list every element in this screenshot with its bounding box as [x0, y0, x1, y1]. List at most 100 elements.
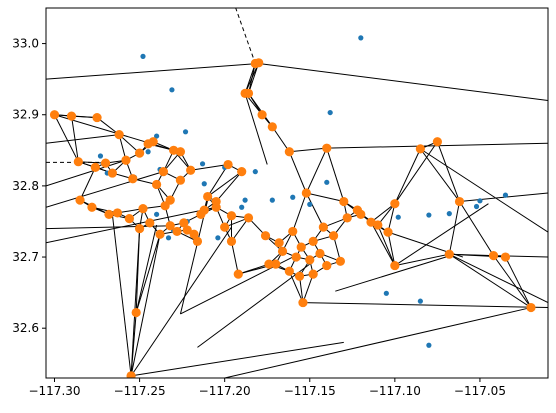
voronoi-vertex — [192, 236, 203, 246]
voronoi-vertex — [223, 159, 233, 170]
voronoi-edge — [230, 241, 239, 275]
input-point — [269, 197, 275, 203]
input-point — [290, 194, 296, 200]
voronoi-vertex — [390, 199, 400, 209]
voronoi-edge — [46, 159, 127, 187]
voronoi-vertex — [158, 167, 169, 177]
voronoi-edge — [419, 148, 460, 202]
voronoi-vertex — [240, 88, 250, 98]
voronoi-vertex — [284, 147, 294, 157]
voronoi-vertex — [134, 223, 145, 234]
voronoi-vertex — [134, 148, 145, 158]
voronoi-vertex — [211, 202, 221, 212]
voronoi-edge — [370, 203, 396, 223]
voronoi-vertex — [114, 130, 124, 140]
voronoi-vertex — [226, 236, 237, 246]
voronoi-vertex — [243, 213, 254, 223]
voronoi-edge — [436, 141, 460, 202]
voronoi-vertex — [257, 110, 267, 120]
input-point — [215, 235, 221, 241]
voronoi-vertex — [260, 231, 271, 241]
voronoi-vertex — [322, 143, 332, 153]
x-axis: −117.30 −117.25 −117.20 −117.15 −117.10 −117.… — [28, 378, 506, 398]
voronoi-vertex — [189, 229, 199, 239]
voronoi-edge — [130, 228, 141, 376]
voronoi-vertex — [488, 251, 499, 261]
voronoi-vertex — [182, 225, 192, 235]
y-tick-label: 33.0 — [12, 37, 39, 51]
input-point — [165, 235, 172, 241]
voronoi-vertex — [444, 249, 454, 259]
voronoi-edge — [46, 134, 120, 144]
input-point — [199, 161, 206, 167]
voronoi-edge — [394, 141, 438, 204]
voronoi-vertex — [339, 196, 349, 207]
voronoi-edge — [179, 199, 209, 315]
voronoi-edge — [394, 148, 421, 204]
voronoi-edge — [197, 263, 311, 348]
voronoi-edge — [79, 167, 96, 201]
voronoi-edge — [302, 302, 548, 309]
x-tick-label: −117.10 — [369, 384, 421, 398]
voronoi-vertex — [274, 238, 284, 248]
voronoi-edge — [288, 271, 304, 303]
voronoi-edge — [493, 255, 532, 308]
input-point — [145, 149, 151, 155]
voronoi-vertex — [175, 175, 186, 185]
voronoi-vertex — [356, 209, 366, 219]
x-tick-label: −117.15 — [284, 384, 336, 398]
y-tick-label: 32.7 — [12, 250, 39, 264]
voronoi-vertex — [121, 155, 131, 165]
voronoi-vertex — [318, 222, 328, 232]
voronoi-vertex — [160, 201, 170, 211]
input-point — [502, 192, 509, 198]
voronoi-edge — [459, 192, 548, 203]
voronoi-vertex — [335, 256, 345, 266]
voronoi-vertex — [328, 231, 339, 241]
voronoi-edge — [292, 192, 307, 232]
voronoi-vertex — [165, 221, 175, 231]
voronoi-vertex — [112, 208, 123, 218]
voronoi-edge — [335, 256, 447, 292]
input-point — [140, 53, 146, 59]
voronoi-vertex — [199, 205, 209, 215]
input-point — [426, 212, 432, 218]
voronoi-edge — [46, 63, 259, 80]
input-point — [473, 203, 480, 210]
voronoi-vertex — [226, 211, 237, 221]
input-point — [358, 35, 364, 41]
voronoi-vertex — [175, 147, 186, 157]
voronoi-edge — [387, 232, 396, 266]
voronoi-vertex — [155, 229, 165, 239]
voronoi-edge — [224, 307, 532, 378]
voronoi-vertex — [277, 246, 288, 256]
voronoi-edge — [135, 224, 158, 313]
voronoi-vertex — [526, 302, 536, 313]
input-point — [307, 201, 313, 207]
input-point — [201, 181, 207, 187]
voronoi-vertex — [145, 218, 155, 228]
y-tick-label: 32.9 — [12, 108, 39, 122]
input-point — [154, 211, 160, 217]
voronoi-vertex — [148, 137, 158, 147]
voronoi-edge — [448, 201, 461, 255]
voronoi-edge — [505, 256, 532, 308]
voronoi-vertex — [271, 259, 281, 269]
voronoi-vertex — [73, 157, 83, 167]
voronoi-vertex — [308, 236, 318, 246]
y-tick-label: 32.6 — [12, 321, 39, 335]
voronoi-edge — [305, 147, 328, 194]
input-point — [97, 153, 104, 159]
voronoi-vertex — [186, 165, 196, 175]
voronoi-vertex — [415, 144, 425, 154]
voronoi-edge — [377, 224, 396, 266]
input-point — [239, 204, 245, 210]
voronoi-vertex — [296, 242, 306, 252]
voronoi-vertex — [390, 260, 400, 271]
voronoi-edge — [71, 116, 79, 162]
voronoi-edges — [46, 8, 548, 378]
input-points — [97, 35, 509, 348]
voronoi-vertex — [254, 58, 264, 68]
voronoi-vertex — [75, 195, 85, 205]
voronoi-edge — [459, 201, 494, 256]
